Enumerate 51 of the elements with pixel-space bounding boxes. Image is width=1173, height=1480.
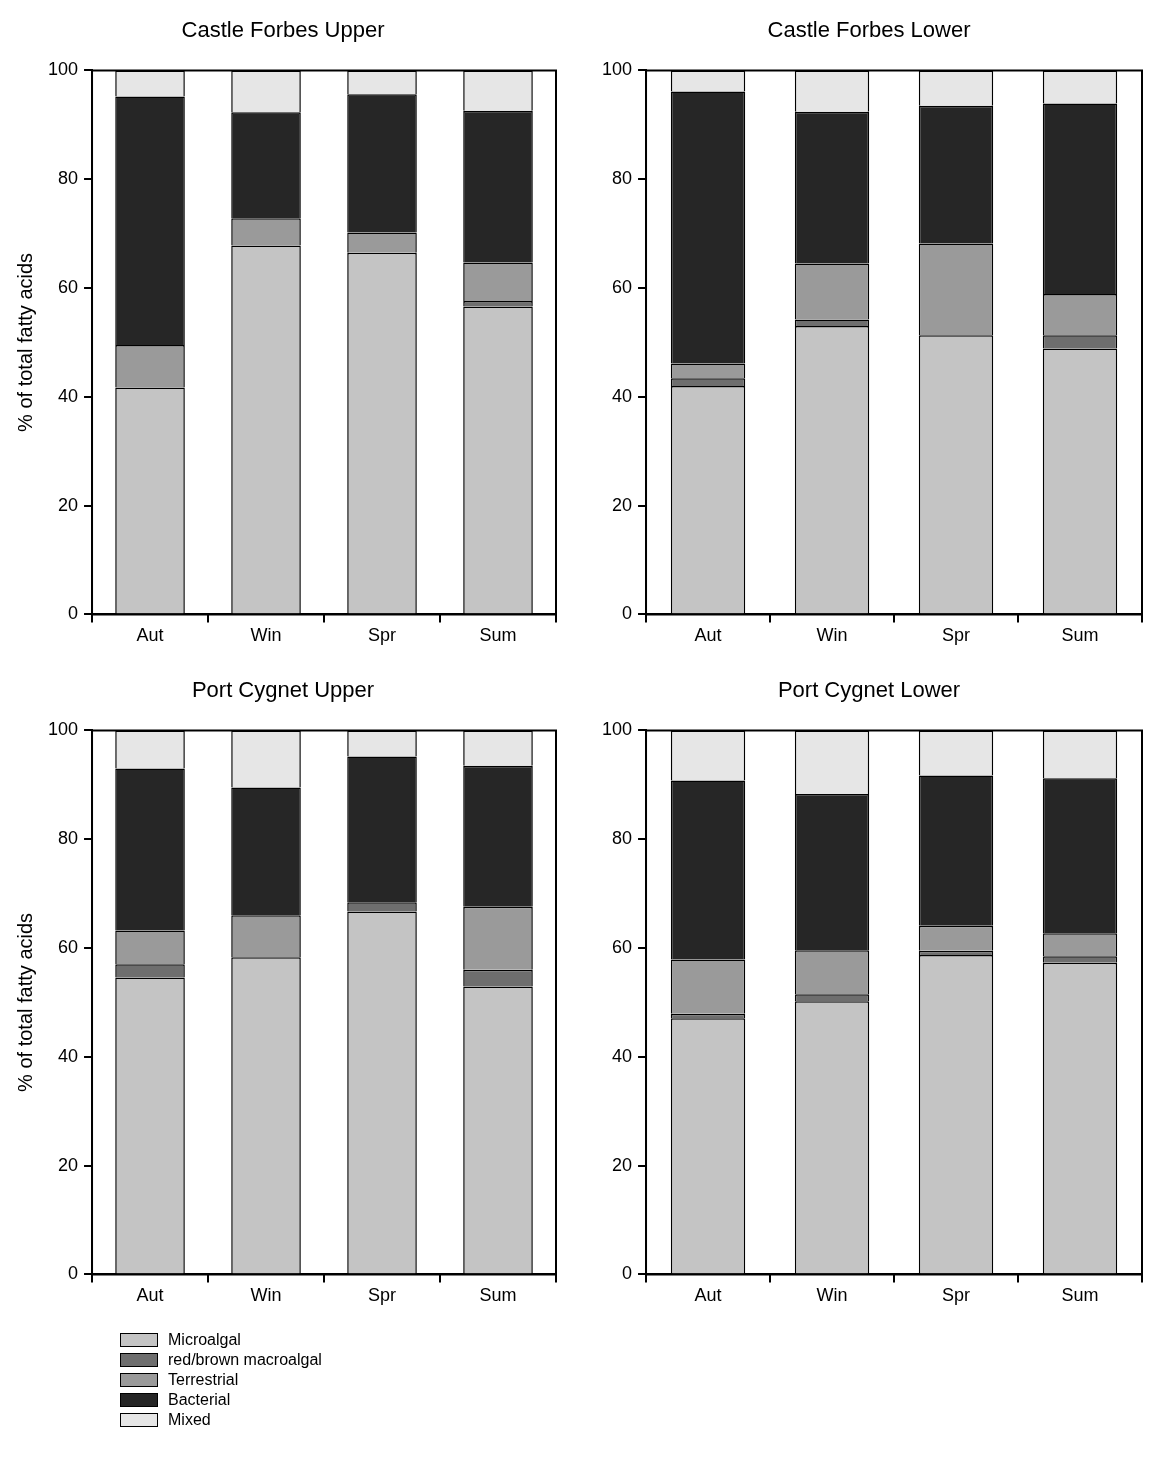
y-tick-label: 40 [612, 1045, 633, 1066]
x-tick-label: Spr [942, 625, 971, 646]
legend-label: Microalgal [168, 1331, 241, 1349]
y-tick-label: 60 [58, 276, 79, 297]
x-tick-label: Sum [479, 625, 517, 646]
chart-title: Castle Forbes Upper [181, 17, 385, 43]
y-tick-label: 20 [58, 494, 79, 515]
x-tick-label: Win [250, 625, 282, 646]
y-tick-label: 40 [58, 1045, 79, 1066]
x-tick-label: Win [816, 1285, 848, 1306]
y-axis-title: % of total fatty acids [13, 912, 36, 1092]
x-tick-label: Sum [479, 1285, 517, 1306]
chart-title: Port Cygnet Upper [191, 677, 375, 703]
y-tick-label: 40 [612, 385, 633, 406]
y-tick-label: 100 [47, 59, 79, 80]
y-tick-label: 80 [58, 828, 79, 849]
y-tick-label: 20 [58, 1154, 79, 1175]
x-tick-label: Sum [1061, 1285, 1099, 1306]
x-tick-label: Win [250, 1285, 282, 1306]
y-tick-label: 60 [58, 936, 79, 957]
chart-title: Castle Forbes Lower [767, 17, 971, 43]
x-tick-label: Spr [942, 1285, 971, 1306]
x-tick-label: Sum [1061, 625, 1099, 646]
legend-label: red/brown macroalgal [168, 1351, 322, 1369]
y-tick-label: 80 [612, 168, 633, 189]
y-tick-label: 40 [58, 385, 79, 406]
y-tick-label: 100 [47, 719, 79, 740]
x-tick-label: Aut [136, 625, 164, 646]
y-tick-label: 100 [601, 59, 633, 80]
y-tick-label: 60 [612, 276, 633, 297]
y-tick-label: 0 [68, 1263, 79, 1284]
legend-label: Mixed [168, 1411, 211, 1429]
x-tick-label: Spr [368, 625, 397, 646]
y-tick-label: 20 [612, 1154, 633, 1175]
y-tick-label: 60 [612, 936, 633, 957]
x-tick-label: Aut [136, 1285, 164, 1306]
x-tick-label: Spr [368, 1285, 397, 1306]
y-tick-label: 0 [622, 603, 633, 624]
chart-title: Port Cygnet Lower [777, 677, 961, 703]
y-tick-label: 0 [68, 603, 79, 624]
y-tick-label: 20 [612, 494, 633, 515]
x-tick-label: Aut [694, 625, 722, 646]
y-axis-title: % of total fatty acids [13, 252, 36, 432]
legend-label: Bacterial [168, 1391, 231, 1409]
y-tick-label: 80 [58, 168, 79, 189]
legend-label: Terrestrial [168, 1371, 239, 1389]
y-tick-label: 0 [622, 1263, 633, 1284]
y-tick-label: 100 [601, 719, 633, 740]
y-tick-label: 80 [612, 828, 633, 849]
x-tick-label: Aut [694, 1285, 722, 1306]
x-tick-label: Win [816, 625, 848, 646]
